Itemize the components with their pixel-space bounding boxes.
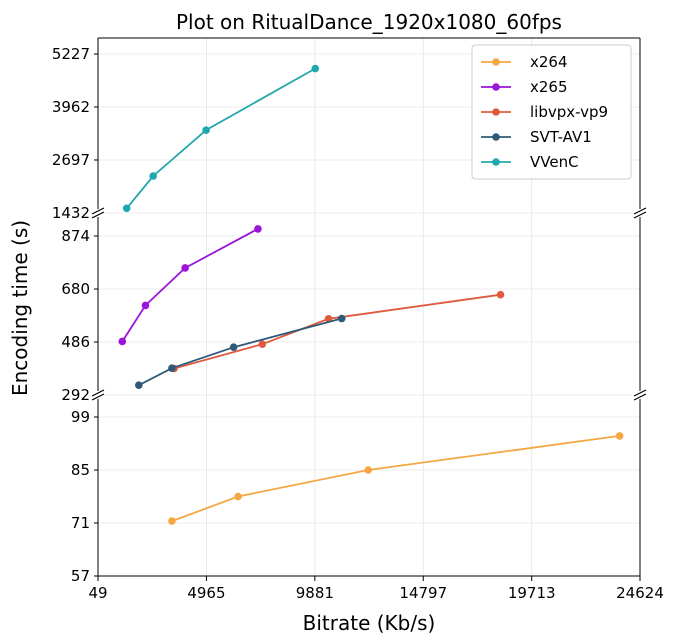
legend-swatch-marker: [492, 58, 500, 66]
legend-label: x265: [530, 78, 568, 96]
x-tick-label-0: 49: [88, 584, 107, 602]
data-point-x264-2: [364, 466, 372, 474]
legend-item-x265: x265: [481, 78, 568, 96]
data-point-VVenC-0: [122, 204, 131, 213]
data-point-libvpx-vp9-1: [258, 340, 267, 348]
data-point-x265-1: [141, 301, 150, 310]
legend-swatch-marker: [492, 133, 500, 141]
axis-break-bg-0-0: [91, 209, 105, 217]
legend-item-VVenC: VVenC: [481, 153, 579, 171]
data-point-x265-0: [118, 337, 127, 346]
legend-item-libvpx-vp9: libvpx-vp9: [481, 103, 608, 121]
series-VVenC: [122, 64, 320, 213]
series-line-VVenC: [126, 67, 316, 209]
y-tick-label-p1-2: 680: [61, 280, 90, 298]
data-point-VVenC-1: [149, 172, 157, 180]
axis-break-mark-1-1: [633, 393, 647, 401]
series-x264: [168, 432, 624, 525]
axis-break-mark-1-1: [633, 389, 647, 397]
axis-break-mark-0-0: [91, 211, 105, 219]
axis-break-mark-0-0: [91, 207, 105, 215]
y-tick-label-p0-2: 3962: [52, 98, 90, 116]
axis-break-mark-1-0: [91, 389, 105, 397]
legend-label: SVT-AV1: [530, 128, 592, 146]
panels: 1432 2697 3962 5227 292 486 680 874 57 71 85 99: [52, 37, 647, 585]
legend: x264 x265 libvpx-vp9 SVT-AV1 VVenC: [471, 44, 632, 180]
axis-break-mark-0-1: [633, 207, 647, 215]
y-tick-label-p1-1: 486: [61, 333, 90, 351]
axis-break-mark-0-1: [633, 211, 647, 219]
data-point-SVT-AV1-0: [135, 381, 143, 389]
data-point-VVenC-2: [202, 126, 210, 134]
x-tick-label-4: 19713: [508, 584, 556, 602]
y-tick-label-p0-0: 1432: [52, 204, 90, 222]
series-x265: [118, 225, 262, 346]
data-point-SVT-AV1-3: [337, 314, 346, 323]
axis-break-bg-0-1: [633, 209, 647, 217]
x-axis: 49 4965 9881 14797 19713 24624: [88, 576, 664, 602]
legend-item-x264: x264: [481, 53, 568, 71]
y-tick-label-p0-1: 2697: [52, 151, 90, 169]
data-point-libvpx-vp9-3: [496, 290, 505, 299]
x-axis-label: Bitrate (Kb/s): [303, 611, 436, 635]
x-tick-label-2: 9881: [296, 584, 334, 602]
legend-swatch-marker: [492, 158, 500, 166]
y-tick-label-p0-3: 5227: [52, 45, 90, 63]
data-point-x264-3: [615, 432, 624, 440]
data-point-x264-0: [168, 517, 176, 525]
y-tick-label-p2-3: 99: [71, 408, 90, 426]
data-point-SVT-AV1-1: [168, 364, 176, 373]
y-tick-label-p2-0: 57: [71, 567, 90, 585]
y-tick-label-p2-1: 71: [71, 514, 90, 532]
chart-title: Plot on RitualDance_1920x1080_60fps: [176, 10, 562, 34]
x-tick-label-1: 4965: [187, 584, 225, 602]
series-libvpx-vp9: [170, 290, 505, 373]
axis-break-mark-1-0: [91, 393, 105, 401]
data-point-SVT-AV1-2: [229, 343, 238, 351]
data-point-VVenC-3: [311, 64, 320, 73]
axis-break-bg-1-1: [633, 391, 647, 399]
legend-item-SVT-AV1: SVT-AV1: [481, 128, 592, 146]
legend-swatch-marker: [492, 108, 500, 116]
legend-label: VVenC: [530, 153, 579, 171]
legend-label: libvpx-vp9: [530, 103, 608, 121]
y-tick-label-p2-2: 85: [71, 461, 90, 479]
series-line-libvpx-vp9: [173, 293, 501, 370]
y-tick-label-p1-3: 874: [61, 227, 90, 245]
axis-break-bg-1-0: [91, 391, 105, 399]
y-tick-label-p1-0: 292: [61, 386, 90, 404]
legend-swatch-marker: [492, 83, 500, 91]
data-point-x264-1: [234, 492, 242, 501]
data-point-x265-2: [181, 264, 189, 272]
legend-box: [471, 44, 632, 180]
data-point-x265-3: [254, 225, 262, 233]
series-layer: [118, 64, 624, 525]
x-tick-label-5: 24624: [616, 584, 664, 602]
series-line-SVT-AV1: [138, 317, 342, 387]
legend-label: x264: [530, 53, 568, 71]
series-SVT-AV1: [135, 314, 346, 389]
series-line-x264: [171, 435, 620, 522]
x-tick-label-3: 14797: [399, 584, 447, 602]
series-line-x265: [121, 228, 259, 342]
y-axis-label: Encoding time (s): [8, 220, 32, 396]
